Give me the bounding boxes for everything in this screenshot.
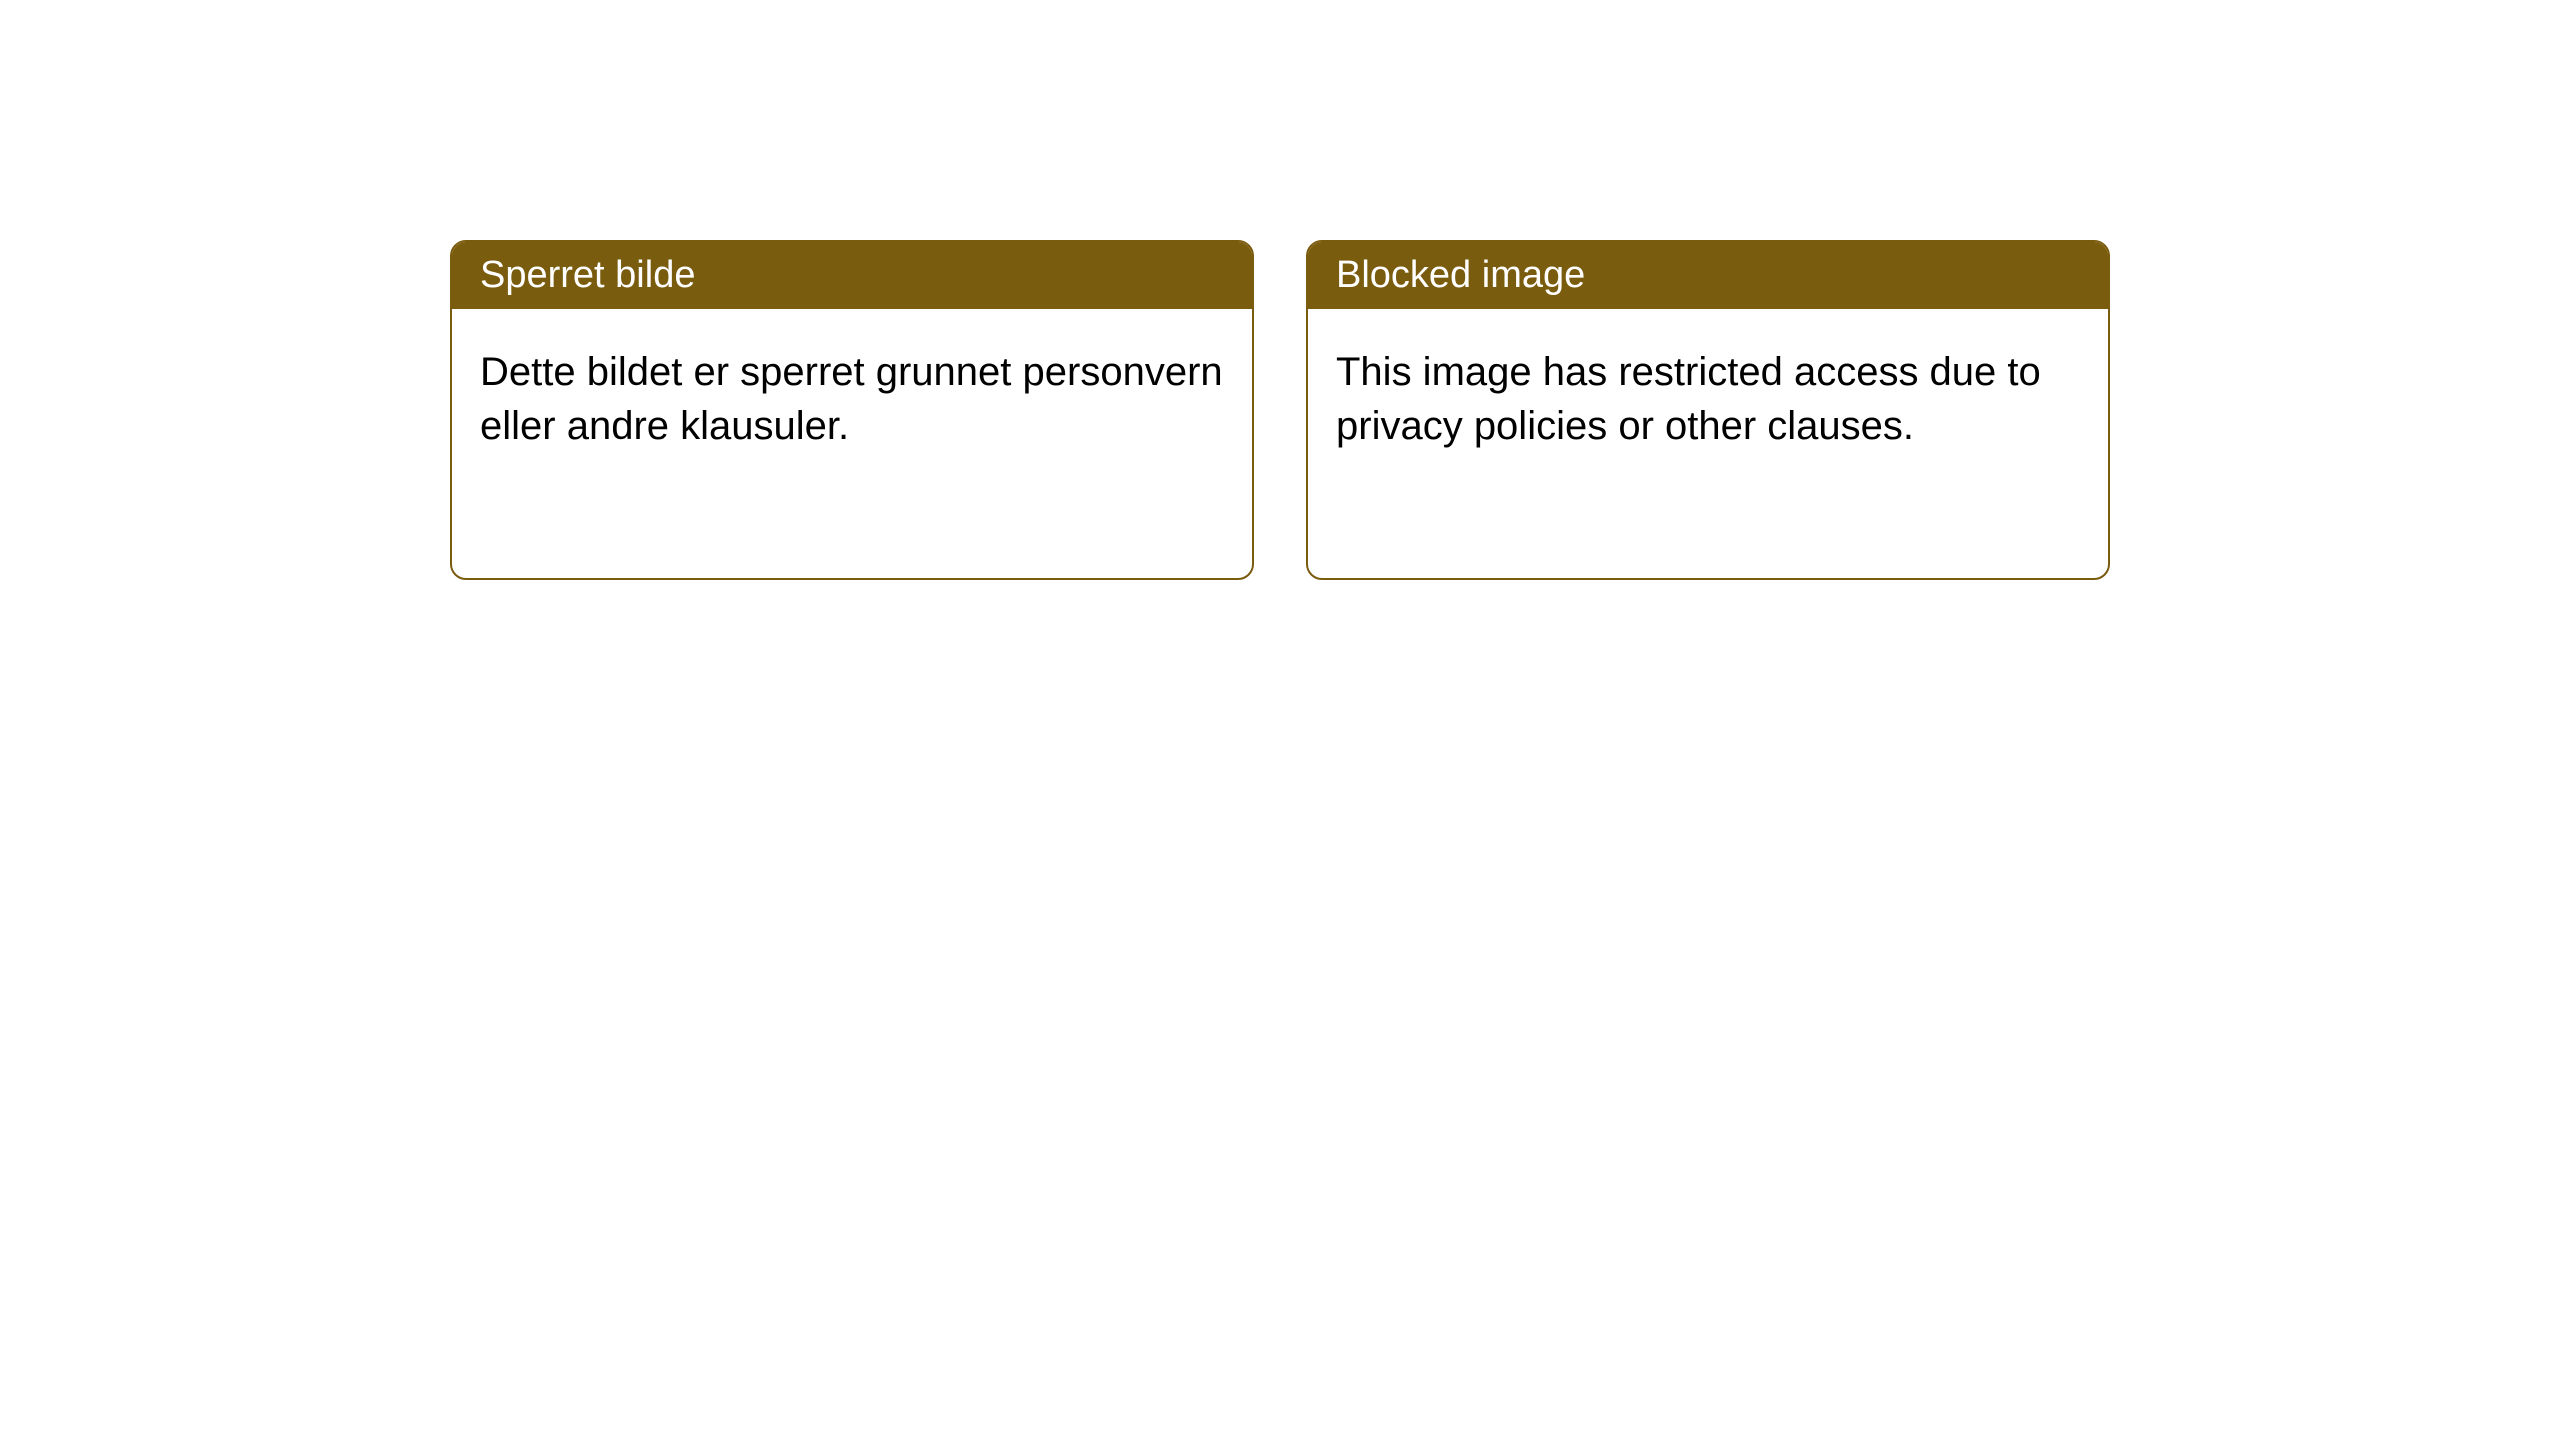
card-header: Blocked image	[1308, 242, 2108, 309]
blocked-image-card-en: Blocked image This image has restricted …	[1306, 240, 2110, 580]
card-message: Dette bildet er sperret grunnet personve…	[480, 350, 1223, 448]
blocked-image-card-no: Sperret bilde Dette bildet er sperret gr…	[450, 240, 1254, 580]
card-message: This image has restricted access due to …	[1336, 350, 2041, 448]
card-title: Sperret bilde	[480, 254, 695, 296]
card-body: Dette bildet er sperret grunnet personve…	[452, 309, 1252, 489]
card-title: Blocked image	[1336, 254, 1585, 296]
card-container: Sperret bilde Dette bildet er sperret gr…	[450, 240, 2110, 580]
card-body: This image has restricted access due to …	[1308, 309, 2108, 489]
card-header: Sperret bilde	[452, 242, 1252, 309]
